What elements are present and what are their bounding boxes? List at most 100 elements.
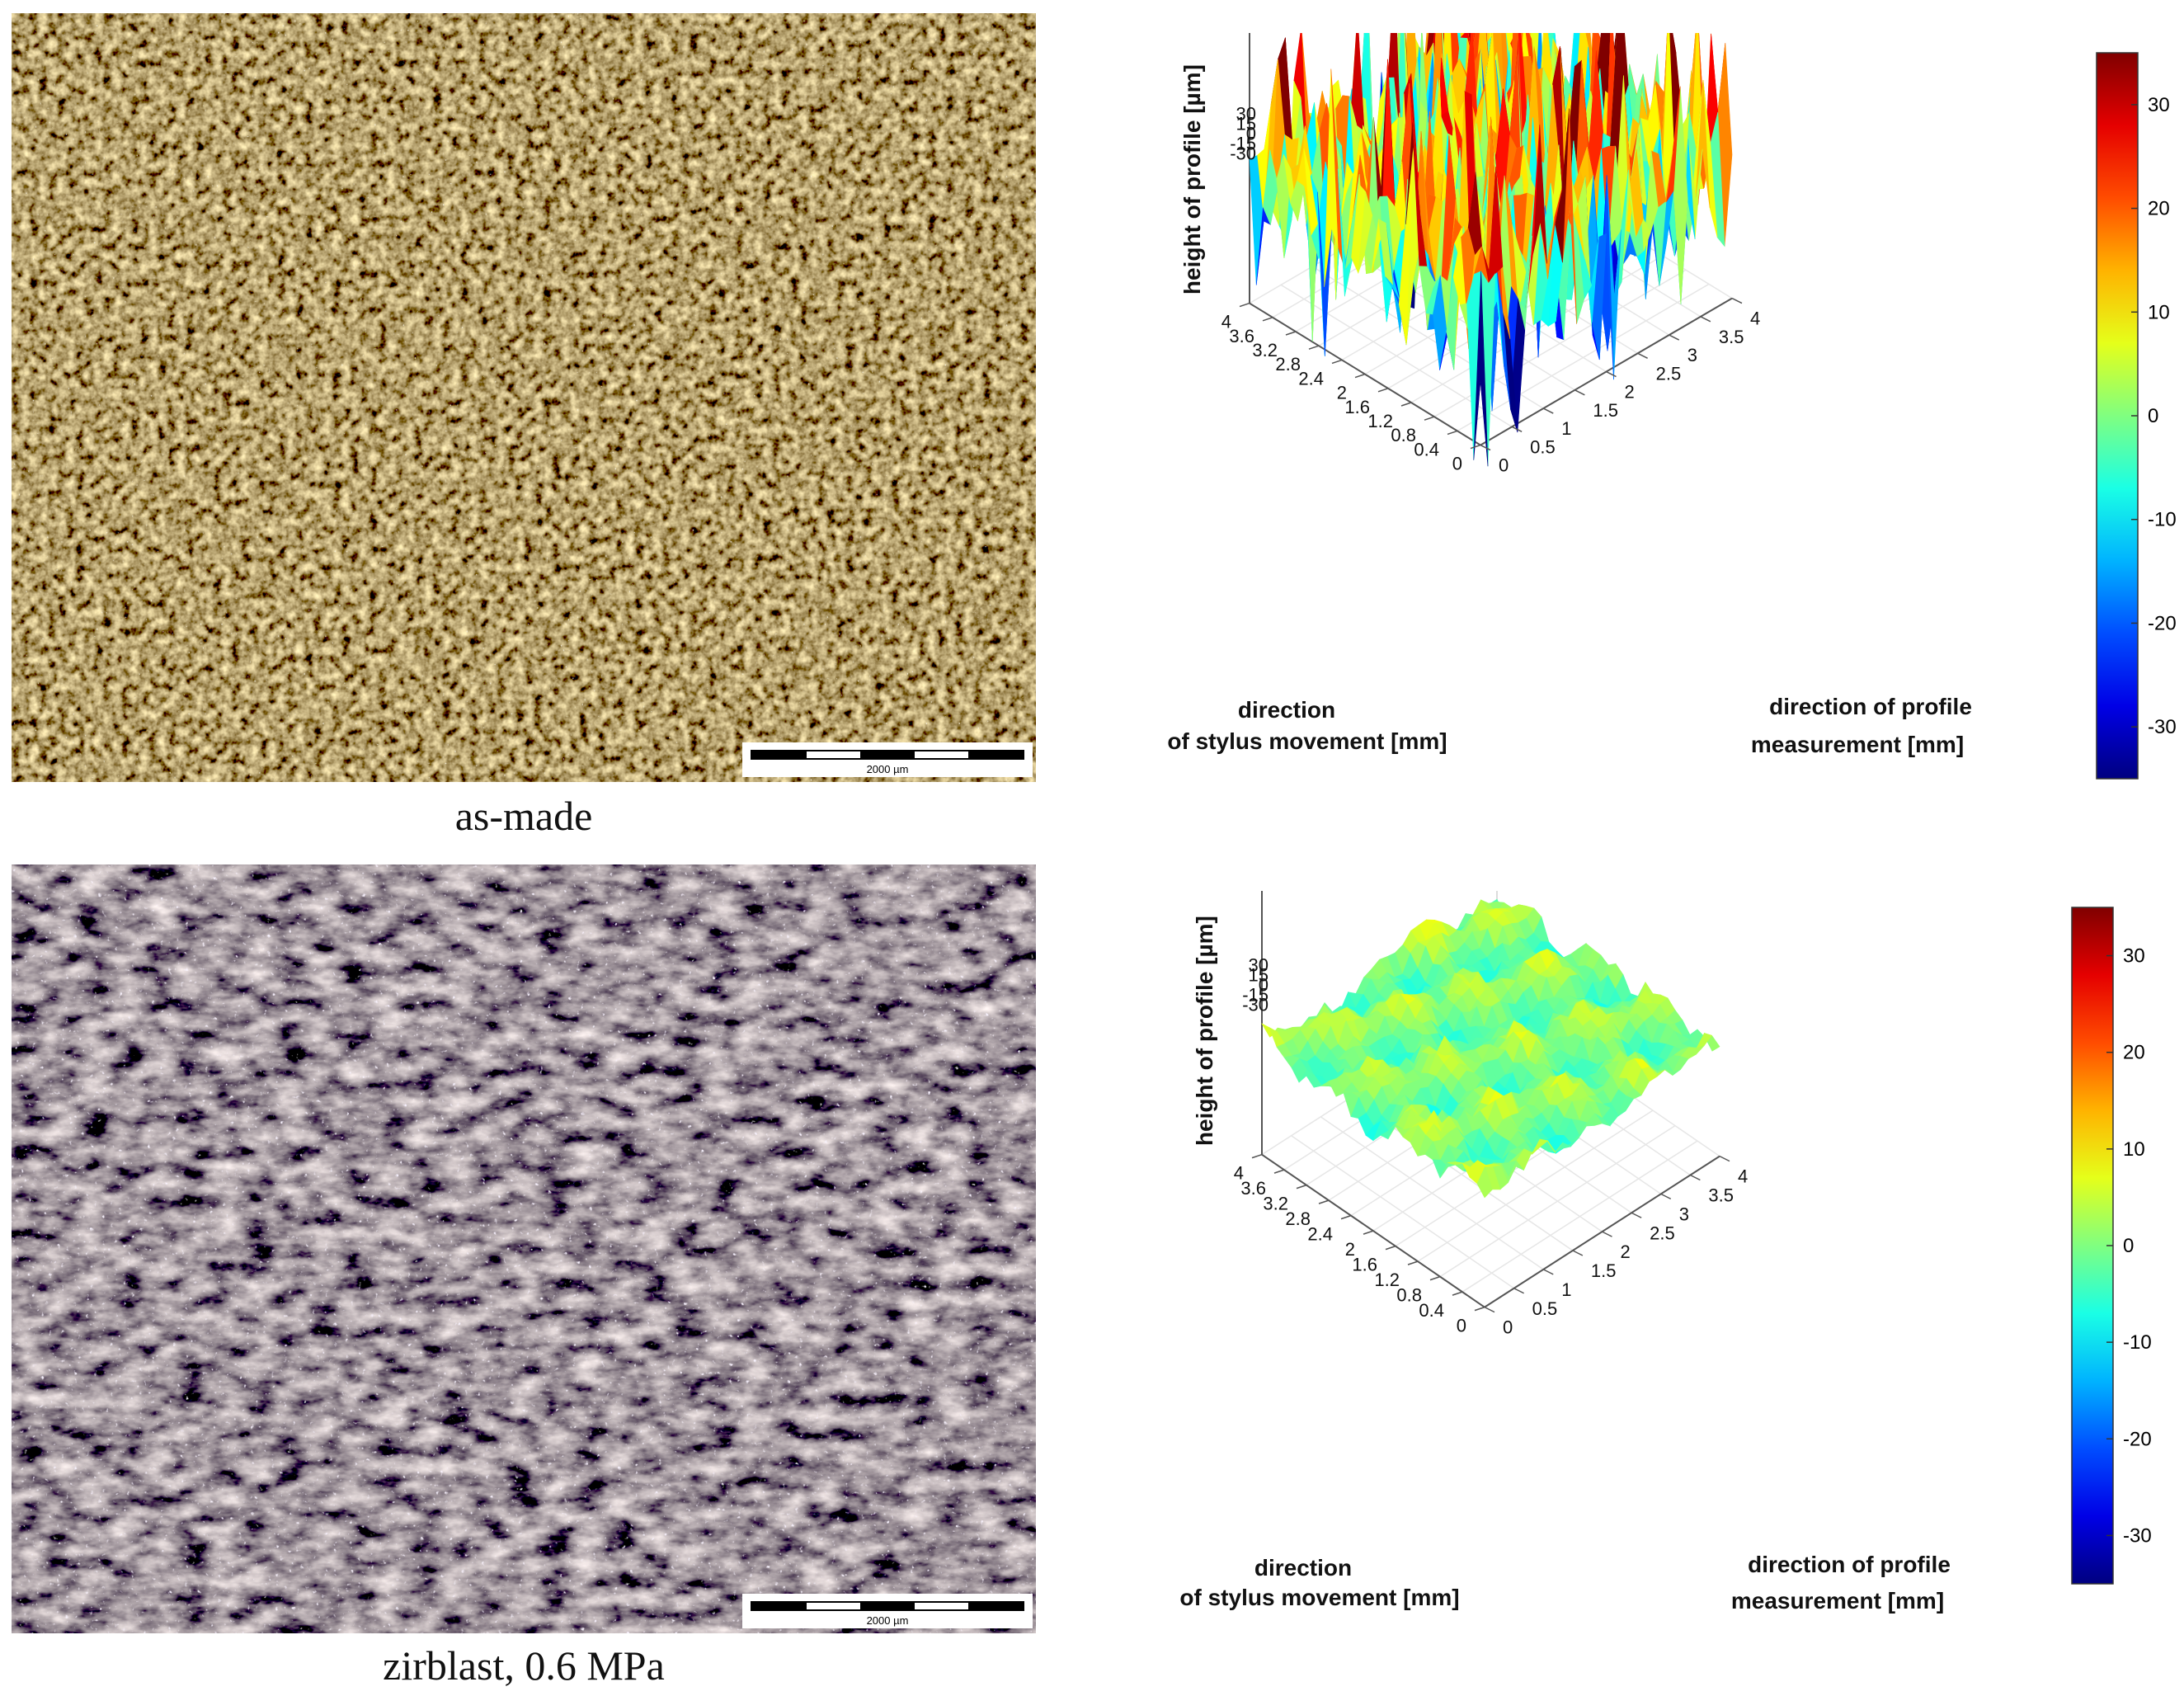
y-axis-title-line2: measurement [mm] (1731, 1588, 1944, 1614)
x-tick-label: 0 (1457, 1316, 1466, 1336)
tick-labels: 00.40.81.21.622.42.83.23.6400.511.522.53… (1221, 104, 1761, 476)
colorbar-tick-label: -20 (2148, 612, 2177, 634)
x-tick-label: 0.4 (1414, 439, 1439, 459)
colorbar-tick-label: -10 (2123, 1331, 2152, 1354)
y-tick-label: 2 (1625, 382, 1635, 403)
y-tick (1484, 1306, 1495, 1313)
z-tick-label: 15 (1249, 965, 1269, 986)
z-tick-label: -15 (1242, 985, 1269, 1006)
y-tick (1572, 1250, 1584, 1256)
surface-plot-as-made: 0 0.4 0.8 1.2 1.6 2 2.4 2.8 3.2 3.6 4 0 0.5 1 1.5 2 2.5 3… (1138, 0, 2184, 833)
x-tick-label: 4 (1221, 312, 1231, 332)
tick-labels: 00.40.81.21.622.42.83.23.6400.511.522.53… (1234, 955, 1749, 1338)
x-tick-label: 3.2 (1263, 1194, 1288, 1214)
y-tick-label: 1 (1561, 1279, 1571, 1300)
x-tick-label: 3.6 (1229, 326, 1254, 346)
y-tick-label: 2.5 (1650, 1223, 1675, 1243)
x-tick-label: 2.8 (1275, 354, 1301, 375)
x-tick-label: 1.2 (1374, 1270, 1400, 1290)
grid-line (1311, 266, 1544, 409)
x-tick (1308, 345, 1320, 350)
colorbar-tick-label: 20 (2148, 198, 2170, 220)
y-axis-title-line1: direction of profile (1748, 1552, 1951, 1577)
x-tick-label: 2 (1337, 383, 1347, 403)
grid-line (1291, 1135, 1515, 1289)
y-tick (1637, 352, 1648, 360)
y-tick-label: 0 (1503, 1317, 1513, 1338)
x-tick (1474, 1306, 1485, 1312)
x-tick (1340, 1214, 1352, 1220)
z-tick-label: 30 (1236, 104, 1256, 125)
x-axis-title-line1: direction (1254, 1555, 1352, 1581)
colorbar-tick-label: -20 (2123, 1428, 2152, 1450)
y-tick (1513, 1288, 1524, 1294)
micrograph-zirblast: 2000 µm (12, 864, 1036, 1633)
x-tick (1452, 1291, 1463, 1296)
y-tick-label: 2.5 (1656, 363, 1682, 384)
y-tick-label: 0.5 (1530, 436, 1556, 457)
x-tick-label: 3.6 (1240, 1178, 1266, 1199)
y-tick (1631, 1212, 1642, 1218)
x-tick-label: 0.8 (1396, 1285, 1422, 1306)
surface-plot-svg: 00.40.81.21.622.42.83.23.6400.511.522.53… (1179, 607, 2152, 1614)
x-tick (1354, 373, 1366, 379)
y-tick-label: 3 (1679, 1204, 1689, 1224)
y-tick (1690, 1174, 1701, 1181)
x-tick-label: 1.6 (1352, 1255, 1377, 1275)
colorbar-gradient (2096, 52, 2139, 780)
surface-plot-zirblast: 0 0.4 0.8 1.2 1.6 2 2.4 2.8 3.2 3.6 4 0 0.5 1 1.5 2 2.5 3… (1138, 607, 2184, 1691)
x-tick (1251, 1153, 1263, 1159)
z-tick-label: 0 (1246, 124, 1256, 144)
x-axis-title-line2: of stylus movement [mm] (1167, 728, 1447, 754)
colorbar-tick-label: -30 (2123, 1524, 2152, 1547)
y-tick-label: 1.5 (1591, 1260, 1617, 1281)
y-tick-label: 0 (1499, 455, 1509, 476)
y-tick (1542, 1269, 1554, 1275)
z-axis-title: height of profile [µm] (1179, 64, 1205, 294)
x-tick-label: 4 (1234, 1163, 1244, 1184)
colorbar-gradient (2071, 907, 2114, 1585)
x-tick (1407, 1260, 1419, 1265)
y-axis-title-line1: direction of profile (1769, 694, 1972, 719)
x-axis-title-line1: direction (1238, 697, 1335, 723)
z-tick-label: 0 (1259, 975, 1269, 996)
colorbar: 30 20 10 0 -10 -20 -30 (2071, 907, 2152, 1585)
x-tick-label: 0.8 (1391, 425, 1416, 445)
surface-patch (1473, 271, 1489, 467)
x-tick (1385, 1245, 1396, 1251)
x-tick (1429, 1275, 1441, 1281)
micrograph-texture (12, 864, 1036, 1633)
colorbar-tick-label: 30 (2148, 94, 2170, 116)
y-tick (1542, 408, 1554, 414)
y-tick (1700, 316, 1711, 323)
x-tick-label: 2 (1345, 1239, 1355, 1260)
grid-line (1320, 1116, 1544, 1270)
x-tick (1331, 359, 1343, 365)
x-tick (1400, 402, 1412, 407)
scale-bar-label: 2000 µm (866, 763, 909, 775)
scale-bar-graphic (751, 750, 1024, 760)
x-tick (1363, 1230, 1374, 1235)
x-tick-label: 0.4 (1419, 1300, 1444, 1321)
colorbar-tick-label: 0 (2148, 405, 2158, 427)
y-tick-label: 4 (1738, 1166, 1748, 1187)
surface (1249, 0, 1733, 467)
x-tick-label: 2.4 (1298, 368, 1324, 389)
x-tick (1239, 302, 1250, 308)
y-tick-label: 3.5 (1719, 327, 1744, 347)
y-tick-label: 3 (1687, 345, 1697, 365)
y-tick (1511, 426, 1523, 433)
x-tick (1273, 1169, 1285, 1174)
x-tick-label: 1.2 (1367, 411, 1393, 431)
z-tick-label: 30 (1249, 955, 1269, 976)
surface-plot-svg: 00.40.81.21.622.42.83.23.6400.511.522.53… (1167, 0, 2177, 780)
y-tick-label: 3.5 (1708, 1185, 1734, 1206)
x-tick (1377, 388, 1389, 393)
caption-zirblast: zirblast, 0.6 MPa (383, 1642, 665, 1689)
x-tick (1296, 1184, 1307, 1190)
x-tick-label: 0 (1452, 454, 1462, 474)
y-tick (1660, 1193, 1672, 1200)
x-tick-label: 3.2 (1252, 340, 1278, 360)
colorbar-tick-label: 0 (2123, 1235, 2134, 1257)
y-tick (1480, 444, 1491, 451)
